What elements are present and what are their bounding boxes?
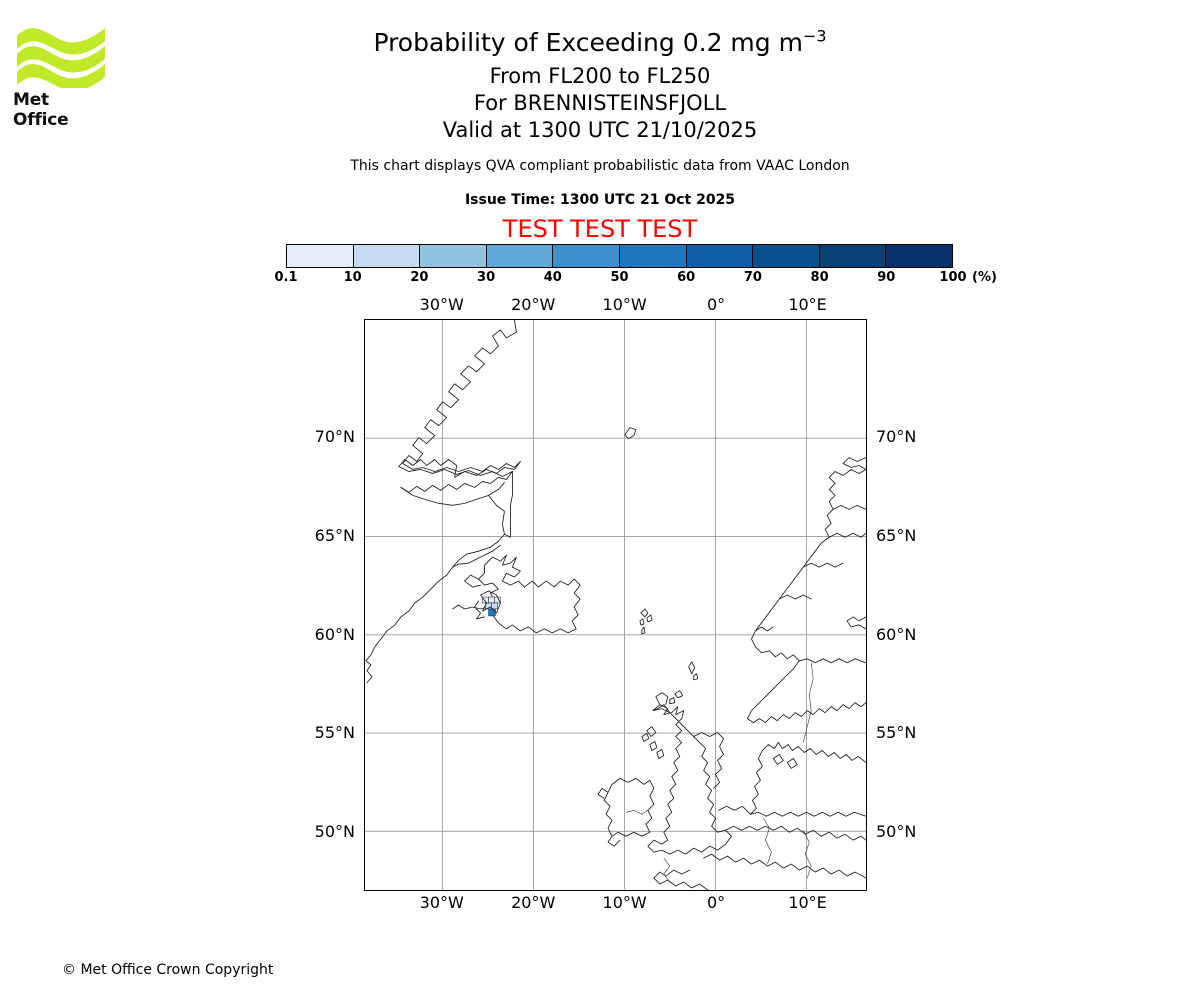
subtitle-valid-time: Valid at 1300 UTC 21/10/2025: [442, 118, 758, 142]
probability-colorbar: 0.1 10 20 30 40 50 60 70 80 90 100: [274, 244, 967, 285]
coastline-denmark-baltic: [653, 742, 866, 890]
coastline-iceland: [452, 554, 581, 634]
lon-tick-label-0°: 0°: [707, 893, 726, 912]
country-borders: [625, 662, 814, 883]
colorbar-tick-0.1: 0.1: [274, 270, 298, 285]
coastline-scandinavia: [747, 457, 866, 724]
colorbar-band-7: [752, 245, 819, 267]
qva-compliance-note: This chart displays QVA compliant probab…: [350, 158, 850, 174]
colorbar-tick-80: 80: [810, 270, 829, 285]
map-plot-area[interactable]: [364, 319, 867, 891]
lat-tick-label-65°N: 65°N: [314, 525, 355, 545]
lat-tick-label-70°N: 70°N: [876, 427, 917, 447]
issue-time-label: Issue Time: 1300 UTC 21 Oct 2025: [464, 192, 736, 208]
met-office-wave-mark: [17, 28, 105, 91]
test-banner: TEST TEST TEST: [502, 215, 698, 243]
colorbar-unit-label: (%): [972, 270, 997, 285]
page-title: Probability of Exceeding 0.2 mg m−3: [0, 28, 1200, 58]
colorbar-tick-50: 50: [610, 270, 629, 285]
coastline-ireland: [597, 777, 655, 847]
colorbar-band-5: [618, 245, 686, 267]
coastline-jan-mayen: [624, 427, 637, 440]
colorbar-tick-70: 70: [743, 270, 762, 285]
colorbar-band-1: [352, 245, 420, 267]
lat-tick-label-60°N: 60°N: [876, 624, 917, 644]
subtitle-volcano: For BRENNISTEINSFJOLL: [473, 91, 727, 115]
lon-tick-label-10°W: 10°W: [602, 295, 647, 314]
met-office-logo: Met Office: [13, 20, 109, 130]
map-gridlines: [365, 320, 866, 890]
colorbar-tick-90: 90: [877, 270, 896, 285]
coastline-great-britain: [641, 692, 732, 855]
met-office-wordmark: Met Office: [13, 90, 69, 130]
colorbar-tick-30: 30: [477, 270, 496, 285]
ash-concentration-plume: [474, 590, 501, 620]
colorbar-tick-40: 40: [543, 270, 562, 285]
colorbar-tick-60: 60: [677, 270, 696, 285]
lon-tick-label-0°: 0°: [707, 295, 726, 314]
colorbar-tick-10: 10: [343, 270, 362, 285]
lon-tick-label-30°W: 30°W: [419, 893, 464, 912]
colorbar-tick-100: 100: [939, 270, 967, 285]
lat-tick-label-50°N: 50°N: [876, 821, 917, 841]
coastline-shetland-orkney: [669, 661, 699, 705]
colorbar-tick-20: 20: [410, 270, 429, 285]
subtitle-flight-levels: From FL200 to FL250: [489, 64, 711, 88]
colorbar-band-8: [818, 245, 886, 267]
coastline-faroe-islands: [639, 608, 653, 635]
colorbar-band-9: [885, 245, 952, 267]
lat-tick-label-50°N: 50°N: [314, 821, 355, 841]
colorbar-band-0: [287, 245, 353, 267]
colorbar-bands: [286, 244, 953, 268]
lat-tick-label-70°N: 70°N: [314, 427, 355, 447]
page-title-superscript: −3: [802, 26, 827, 46]
lon-tick-label-10°W: 10°W: [602, 893, 647, 912]
coastline-greenland: [365, 320, 521, 684]
lat-tick-label-60°N: 60°N: [314, 624, 355, 644]
colorbar-band-2: [419, 245, 486, 267]
lat-tick-label-55°N: 55°N: [314, 723, 355, 743]
lon-tick-label-20°W: 20°W: [511, 295, 556, 314]
page-title-text: Probability of Exceeding 0.2 mg m: [373, 28, 803, 57]
colorbar-band-6: [685, 245, 753, 267]
lon-tick-label-10°E: 10°E: [788, 893, 827, 912]
lat-tick-label-65°N: 65°N: [876, 525, 917, 545]
colorbar-band-4: [552, 245, 619, 267]
copyright-notice: © Met Office Crown Copyright: [62, 962, 274, 978]
lon-tick-label-20°W: 20°W: [511, 893, 556, 912]
lat-tick-label-55°N: 55°N: [876, 723, 917, 743]
map-canvas: [365, 320, 866, 890]
colorbar-band-3: [485, 245, 553, 267]
lon-tick-label-10°E: 10°E: [788, 295, 827, 314]
lon-tick-label-30°W: 30°W: [419, 295, 464, 314]
